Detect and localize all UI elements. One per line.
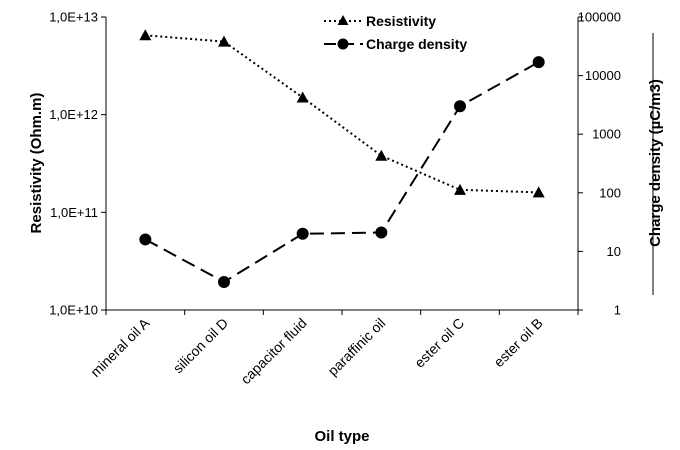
resistivity-point xyxy=(139,29,152,41)
series-lines xyxy=(144,34,540,284)
category-label: mineral oil A xyxy=(87,314,153,380)
legend: Resistivity Charge density xyxy=(317,3,500,57)
legend-resistivity-label: Resistivity xyxy=(366,13,436,29)
resistivity-point xyxy=(375,149,388,161)
right-tick-label: 100000 xyxy=(578,10,621,25)
category-label: ester oil C xyxy=(411,315,467,371)
charge-density-point xyxy=(375,226,388,239)
left-axis-ticks: 1,0E+10 1,0E+11 1,0E+12 1,0E+13 xyxy=(49,10,106,318)
left-tick-label: 1,0E+10 xyxy=(49,303,98,318)
legend-charge-marker xyxy=(337,38,349,50)
resistivity-point xyxy=(218,35,230,47)
right-axis-ticks: 1 10 100 1000 10000 100000 xyxy=(578,10,621,318)
charge-density-point xyxy=(454,100,466,113)
category-label: paraffinic oil xyxy=(324,315,388,379)
right-tick-label: 10000 xyxy=(585,68,621,83)
legend-charge-label: Charge density xyxy=(366,36,467,52)
series-line-charge-density xyxy=(144,61,540,284)
category-label: silicon oil D xyxy=(170,315,231,376)
resistivity-point xyxy=(296,91,309,103)
right-tick-label: 10 xyxy=(607,244,621,259)
left-tick-label: 1,0E+13 xyxy=(49,10,98,25)
series-line-resistivity xyxy=(145,34,539,194)
legend-box xyxy=(317,3,500,57)
right-tick-label: 1 xyxy=(614,303,621,318)
charge-density-point xyxy=(532,56,545,69)
right-tick-label: 100 xyxy=(599,185,621,200)
right-tick-label: 1000 xyxy=(592,127,621,142)
charge-density-point xyxy=(139,233,152,246)
x-axis-ticks xyxy=(105,310,579,315)
legend-resistivity-marker xyxy=(337,15,349,25)
charge-density-point xyxy=(218,276,230,289)
left-tick-label: 1,0E+11 xyxy=(50,205,98,220)
left-tick-label: 1,0E+12 xyxy=(49,107,98,122)
category-label: capacitor fluid xyxy=(237,315,309,387)
series-markers xyxy=(139,29,545,289)
left-axis-title: Resistivity (Ohm.m) xyxy=(28,93,45,234)
category-label: ester oil B xyxy=(490,315,545,370)
resistivity-point xyxy=(454,183,466,195)
right-axis-title: Charge density (µC/m3) xyxy=(647,79,664,247)
x-axis-title: Oil type xyxy=(314,428,369,445)
resistivity-point xyxy=(532,186,545,198)
charge-density-point xyxy=(296,227,309,240)
